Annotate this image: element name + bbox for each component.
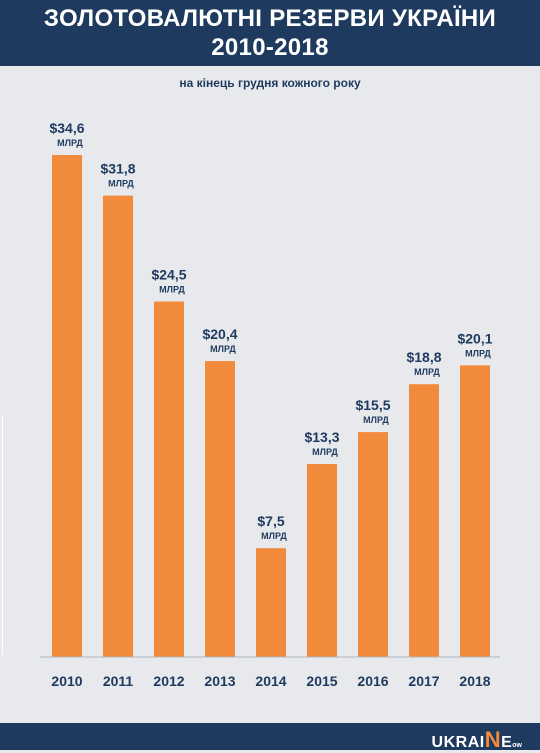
bar-2018: [460, 365, 490, 657]
x-tick-2012: 2012: [153, 673, 184, 689]
value-label-2013: $20,4: [202, 326, 237, 342]
value-label-2014: $7,5: [257, 513, 284, 529]
bar-2014: [256, 548, 286, 657]
value-label-2012: $24,5: [151, 267, 186, 283]
labels-group: $34,6 МЛРД 2010 $31,8 МЛРД 2011 $24,5 МЛРД 2012 $…: [49, 120, 492, 689]
footer-bar: UKRAINEow: [0, 723, 540, 753]
x-tick-2011: 2011: [103, 673, 134, 689]
unit-label-2018: МЛРД: [465, 348, 491, 358]
unit-label-2010: МЛРД: [57, 138, 83, 148]
unit-label-2016: МЛРД: [363, 415, 389, 425]
bar-2012: [154, 301, 184, 657]
logo-small: ow: [512, 742, 522, 749]
x-tick-2017: 2017: [408, 673, 439, 689]
x-tick-2014: 2014: [255, 673, 286, 689]
unit-label-2013: МЛРД: [210, 344, 236, 354]
unit-label-2017: МЛРД: [414, 367, 440, 377]
value-label-2017: $18,8: [406, 349, 441, 365]
bar-2013: [205, 361, 235, 657]
unit-label-2015: МЛРД: [312, 447, 338, 457]
value-label-2018: $20,1: [457, 330, 492, 346]
value-label-2010: $34,6: [49, 120, 84, 136]
bar-2015: [307, 464, 337, 657]
chart-title: ЗОЛОТОВАЛЮТНІ РЕЗЕРВИ УКРАЇНИ: [43, 5, 497, 32]
bars-group: [52, 155, 490, 658]
logo-accent: N: [484, 727, 502, 752]
chart-subtitle: на кінець грудня кожного року: [179, 76, 361, 90]
unit-label-2014: МЛРД: [261, 531, 287, 541]
unit-label-2011: МЛРД: [108, 179, 134, 189]
x-tick-2010: 2010: [51, 673, 82, 689]
bar-2017: [409, 384, 439, 657]
unit-label-2012: МЛРД: [159, 285, 185, 295]
value-label-2015: $13,3: [304, 429, 339, 445]
bar-chart: $34,6 МЛРД 2010 $31,8 МЛРД 2011 $24,5 МЛРД 2012 $…: [40, 120, 500, 689]
logo-suffix: E: [501, 734, 513, 751]
x-tick-2015: 2015: [306, 673, 337, 689]
header-banner: ЗОЛОТОВАЛЮТНІ РЕЗЕРВИ УКРАЇНИ 2010-2018: [0, 0, 540, 66]
value-label-2011: $31,8: [100, 161, 135, 177]
x-tick-2013: 2013: [204, 673, 235, 689]
x-tick-2018: 2018: [459, 673, 490, 689]
edge-decoration: [2, 415, 3, 655]
ukrainenow-logo: UKRAINEow: [432, 727, 522, 753]
chart-title-years: 2010-2018: [211, 34, 329, 61]
bar-2016: [358, 432, 388, 657]
logo-prefix: UKRAI: [431, 734, 485, 751]
bar-2011: [103, 195, 133, 658]
x-tick-2016: 2016: [357, 673, 388, 689]
bar-2010: [52, 155, 82, 657]
value-label-2016: $15,5: [355, 397, 390, 413]
